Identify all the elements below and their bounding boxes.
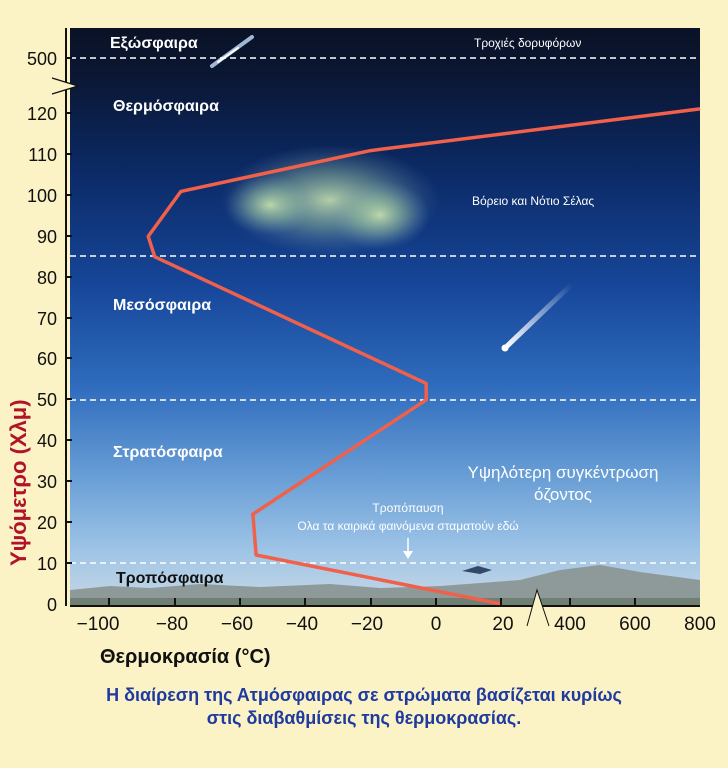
- stratosphere-label: Στρατόσφαιρα: [113, 444, 223, 461]
- y-tick-label: 80: [37, 268, 57, 288]
- y-tick-label: 90: [37, 227, 57, 247]
- y-tick-label: 50: [37, 390, 57, 410]
- y-tick-label: 100: [27, 186, 57, 206]
- x-tick-label: 0: [431, 614, 442, 635]
- satellite-orbits-note: Τροχιές δορυφόρων: [474, 36, 581, 50]
- x-tick-label: −60: [221, 614, 253, 635]
- satellite-graphic: [210, 35, 254, 68]
- x-tick-label: 600: [619, 614, 651, 635]
- y-axis-ticks: 500 120 110 100 90 80 70 60 50 40 30 20 …: [27, 49, 57, 615]
- y-tick-label: 10: [37, 554, 57, 574]
- tropopause-note-line1: Τροπόπαυση: [372, 501, 443, 515]
- x-tick-label: −80: [156, 614, 188, 635]
- temperature-profile-line: [146, 107, 701, 606]
- mesosphere-label: Μεσόσφαιρα: [113, 297, 211, 314]
- caption-line-2: στις διαβαθμίσεις της θερμοκρασίας.: [206, 708, 522, 728]
- x-tick-label: 800: [684, 614, 716, 635]
- tropopause-note-line2: Ολα τα καιρικά φαινόμενα σταματούν εδώ: [297, 519, 518, 533]
- caption-line-1: Η διαίρεση της Ατμόσφαιρας σε στρώματα β…: [106, 685, 622, 705]
- y-axis-line: [51, 28, 79, 606]
- exosphere-label: Εξώσφαιρα: [110, 35, 198, 52]
- thermosphere-label: Θερμόσφαιρα: [113, 98, 219, 115]
- aurora-graphic: [220, 145, 440, 255]
- ozone-note-line1: Υψηλότερη συγκέντρωση: [468, 463, 659, 482]
- x-tick-label: −40: [286, 614, 318, 635]
- x-tick-label: −100: [77, 614, 120, 635]
- x-tick-label: −20: [351, 614, 383, 635]
- y-tick-label: 70: [37, 309, 57, 329]
- troposphere-label: Τροπόσφαιρα: [116, 570, 224, 587]
- y-tick-label: 20: [37, 513, 57, 533]
- x-tick-label: 400: [554, 614, 586, 635]
- ozone-note-line2: όζοντος: [534, 485, 592, 504]
- meteor-graphic: [501, 281, 575, 352]
- y-axis-title: Υψόμετρο (Χλμ): [6, 399, 31, 566]
- y-tick-label: 0: [47, 595, 57, 615]
- sky-background: [70, 28, 700, 606]
- y-tick-label: 30: [37, 472, 57, 492]
- layer-boundaries: [70, 57, 700, 564]
- y-tick-label: 500: [27, 49, 57, 69]
- ground-graphic: [70, 565, 700, 606]
- y-tick-label: 40: [37, 431, 57, 451]
- y-tick-label: 110: [28, 145, 57, 165]
- figure-caption: Η διαίρεση της Ατμόσφαιρας σε στρώματα β…: [0, 684, 728, 730]
- y-tick-label: 120: [27, 104, 57, 124]
- x-axis-line: [70, 588, 700, 627]
- tropopause-arrow: [403, 538, 413, 559]
- x-axis-title: Θερμοκρασία (°C): [100, 646, 271, 668]
- x-axis-ticks: −100 −80 −60 −40 −20 0 20 400 600 800: [77, 614, 716, 635]
- x-tick-label: 20: [492, 614, 513, 635]
- y-tick-label: 60: [37, 349, 57, 369]
- aurora-note: Βόρειο και Νότιο Σέλας: [472, 194, 594, 208]
